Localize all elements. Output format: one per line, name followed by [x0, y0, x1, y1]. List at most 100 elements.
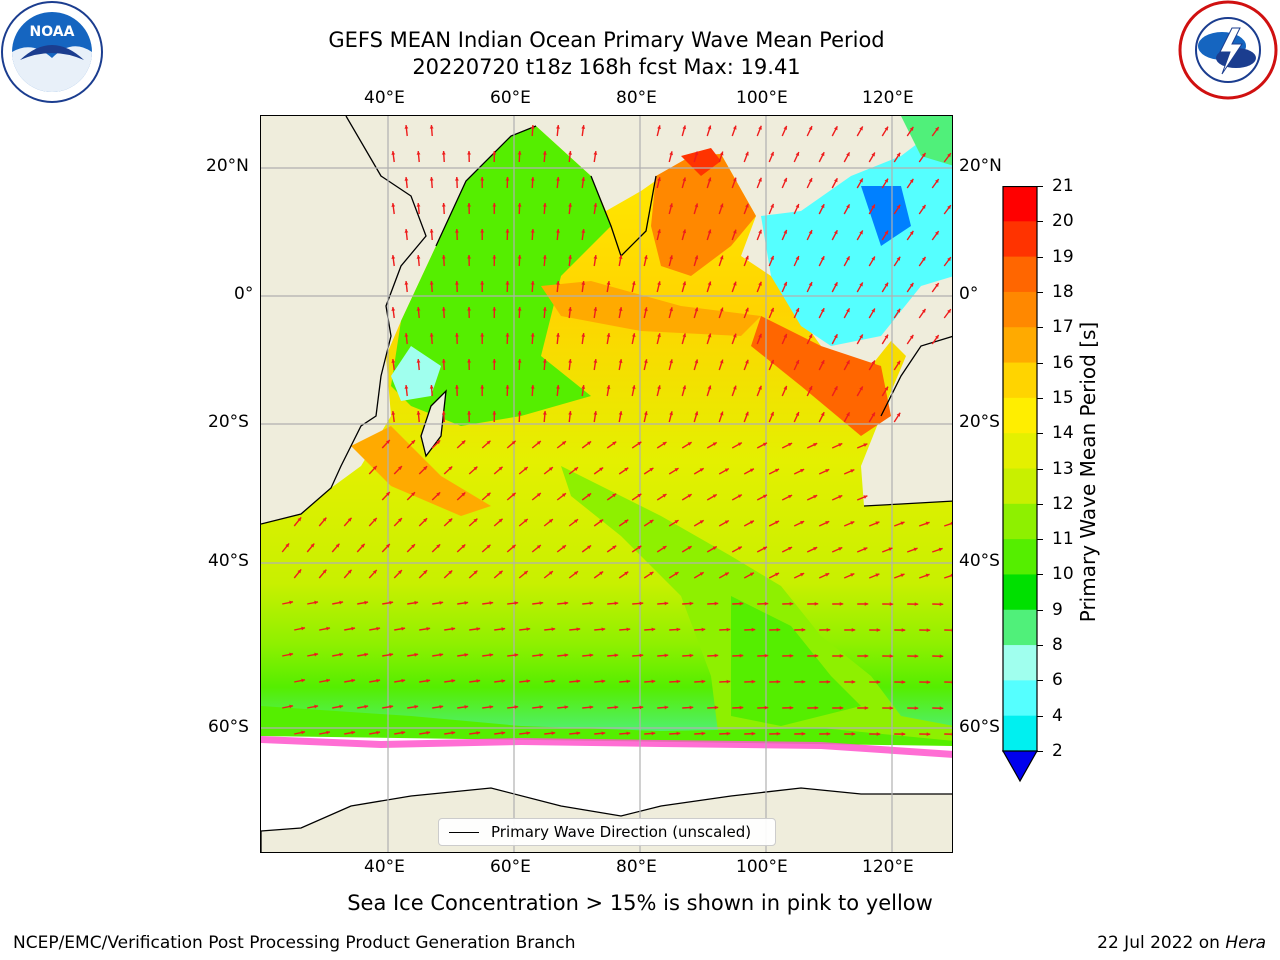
wave-arrow-head [871, 360, 875, 365]
wave-arrow-head [589, 653, 594, 658]
wave-arrow-head [689, 601, 694, 606]
wave-arrow-head [896, 360, 901, 365]
wave-arrow-head [682, 229, 687, 234]
wave-arrow-head [749, 572, 754, 577]
wave-arrow-head [517, 255, 522, 259]
colorbar-tick [1037, 327, 1043, 329]
colorbar-tick [1037, 680, 1043, 682]
wave-arrow-head [593, 203, 598, 207]
chart-title: GEFS MEAN Indian Ocean Primary Wave Mean… [328, 28, 885, 52]
chart-subtitle: 20220720 t18z 168h fcst Max: 19.41 [412, 55, 801, 79]
wave-arrow-head [859, 126, 863, 131]
wave-arrow-head [657, 229, 661, 234]
wave-arrow-head [631, 333, 636, 338]
wave-arrow-head [576, 679, 581, 684]
wave-arrow-head [776, 679, 781, 684]
wave-arrow-head [699, 572, 704, 576]
wave-arrow-head [439, 652, 444, 657]
wave-arrow-head [564, 705, 569, 710]
wave-arrow-head [783, 229, 787, 234]
wave-arrow-head [889, 602, 894, 606]
wave-arrow-head [876, 732, 881, 736]
wave-arrow-head [429, 229, 434, 233]
wave-arrow-head [589, 705, 594, 710]
colorbar-under-arrow [1001, 750, 1039, 783]
wave-arrow-head [297, 569, 302, 574]
wave-arrow-head [751, 627, 756, 632]
wave-arrow-head [401, 678, 406, 683]
wave-arrow-head [921, 256, 926, 261]
wave-arrow-head [411, 544, 415, 549]
wave-arrow-head [551, 679, 556, 684]
wave-arrow-head [749, 468, 754, 473]
wave-arrow-head [631, 281, 636, 286]
wave-arrow-head [539, 705, 544, 710]
wave-arrow-head [801, 731, 806, 736]
wave-arrow-head [542, 203, 547, 207]
wave-arrow-head [517, 411, 522, 415]
wave-arrow-head [947, 205, 951, 210]
wave-arrow-head [909, 126, 914, 131]
wave-arrow-head [576, 731, 581, 736]
wave-arrow-head [581, 385, 586, 389]
wave-arrow-head [314, 600, 319, 605]
wave-arrow-head [788, 546, 793, 551]
wave-arrow-head [813, 443, 818, 447]
wave-arrow-head [464, 705, 469, 709]
map-panel [260, 115, 953, 853]
wave-arrow-head [682, 333, 687, 338]
wave-arrow-head [783, 385, 787, 390]
lat-label-right: 20°N [959, 156, 1002, 176]
wave-arrow-head [701, 731, 706, 736]
lon-label-top: 100°E [736, 88, 788, 108]
wave-arrow-head [574, 519, 579, 524]
wave-arrow-head [542, 151, 547, 155]
colorbar-band [1003, 503, 1037, 540]
wave-arrow-head [712, 494, 717, 498]
wave-arrow-head [762, 442, 767, 447]
wave-arrow-head [839, 706, 844, 710]
wave-arrow-head [651, 679, 656, 684]
wave-arrow-head [492, 307, 497, 311]
wave-arrow-head [913, 547, 918, 552]
wave-arrow-head [914, 654, 919, 659]
wave-arrow-head [599, 571, 604, 576]
wave-arrow-head [593, 411, 598, 415]
wave-arrow-head [884, 230, 889, 235]
wave-arrow-head [416, 151, 421, 155]
wave-arrow-head [526, 731, 531, 736]
wave-arrow-head [808, 178, 813, 183]
wave-arrow-head [682, 177, 687, 182]
colorbar-tick-label: 9 [1052, 599, 1063, 620]
wave-arrow-head [451, 679, 456, 683]
wave-arrow-head [448, 466, 453, 471]
wave-arrow-head [859, 230, 863, 235]
wave-arrow-head [914, 602, 919, 607]
wave-arrow-head [694, 411, 699, 416]
wave-arrow-head [551, 627, 556, 632]
wave-arrow-head [439, 704, 444, 709]
wave-arrow-head [687, 442, 692, 446]
wave-arrow-head [707, 281, 712, 286]
wave-arrow-head [581, 229, 586, 233]
wave-arrow-head [726, 627, 731, 632]
colorbar-tick-label: 17 [1052, 317, 1074, 338]
colorbar-band [1003, 327, 1037, 364]
wave-arrow-head [839, 602, 844, 606]
colorbar-tick [1037, 256, 1043, 258]
wave-arrow-head [732, 177, 737, 182]
wave-arrow-head [820, 204, 825, 209]
wave-arrow-head [526, 679, 531, 684]
wave-arrow-head [649, 519, 654, 524]
wave-arrow-head [732, 229, 737, 234]
colorbar-tick-label: 12 [1052, 493, 1074, 514]
wave-arrow-head [492, 411, 497, 415]
wave-arrow-head [939, 654, 944, 659]
wave-arrow-head [808, 334, 813, 339]
wave-arrow-head [745, 307, 749, 312]
wave-arrow-head [339, 652, 344, 657]
wave-arrow-head [416, 411, 421, 415]
wave-arrow-head [788, 494, 793, 499]
wave-arrow-head [441, 151, 446, 155]
colorbar-tick [1037, 609, 1043, 611]
